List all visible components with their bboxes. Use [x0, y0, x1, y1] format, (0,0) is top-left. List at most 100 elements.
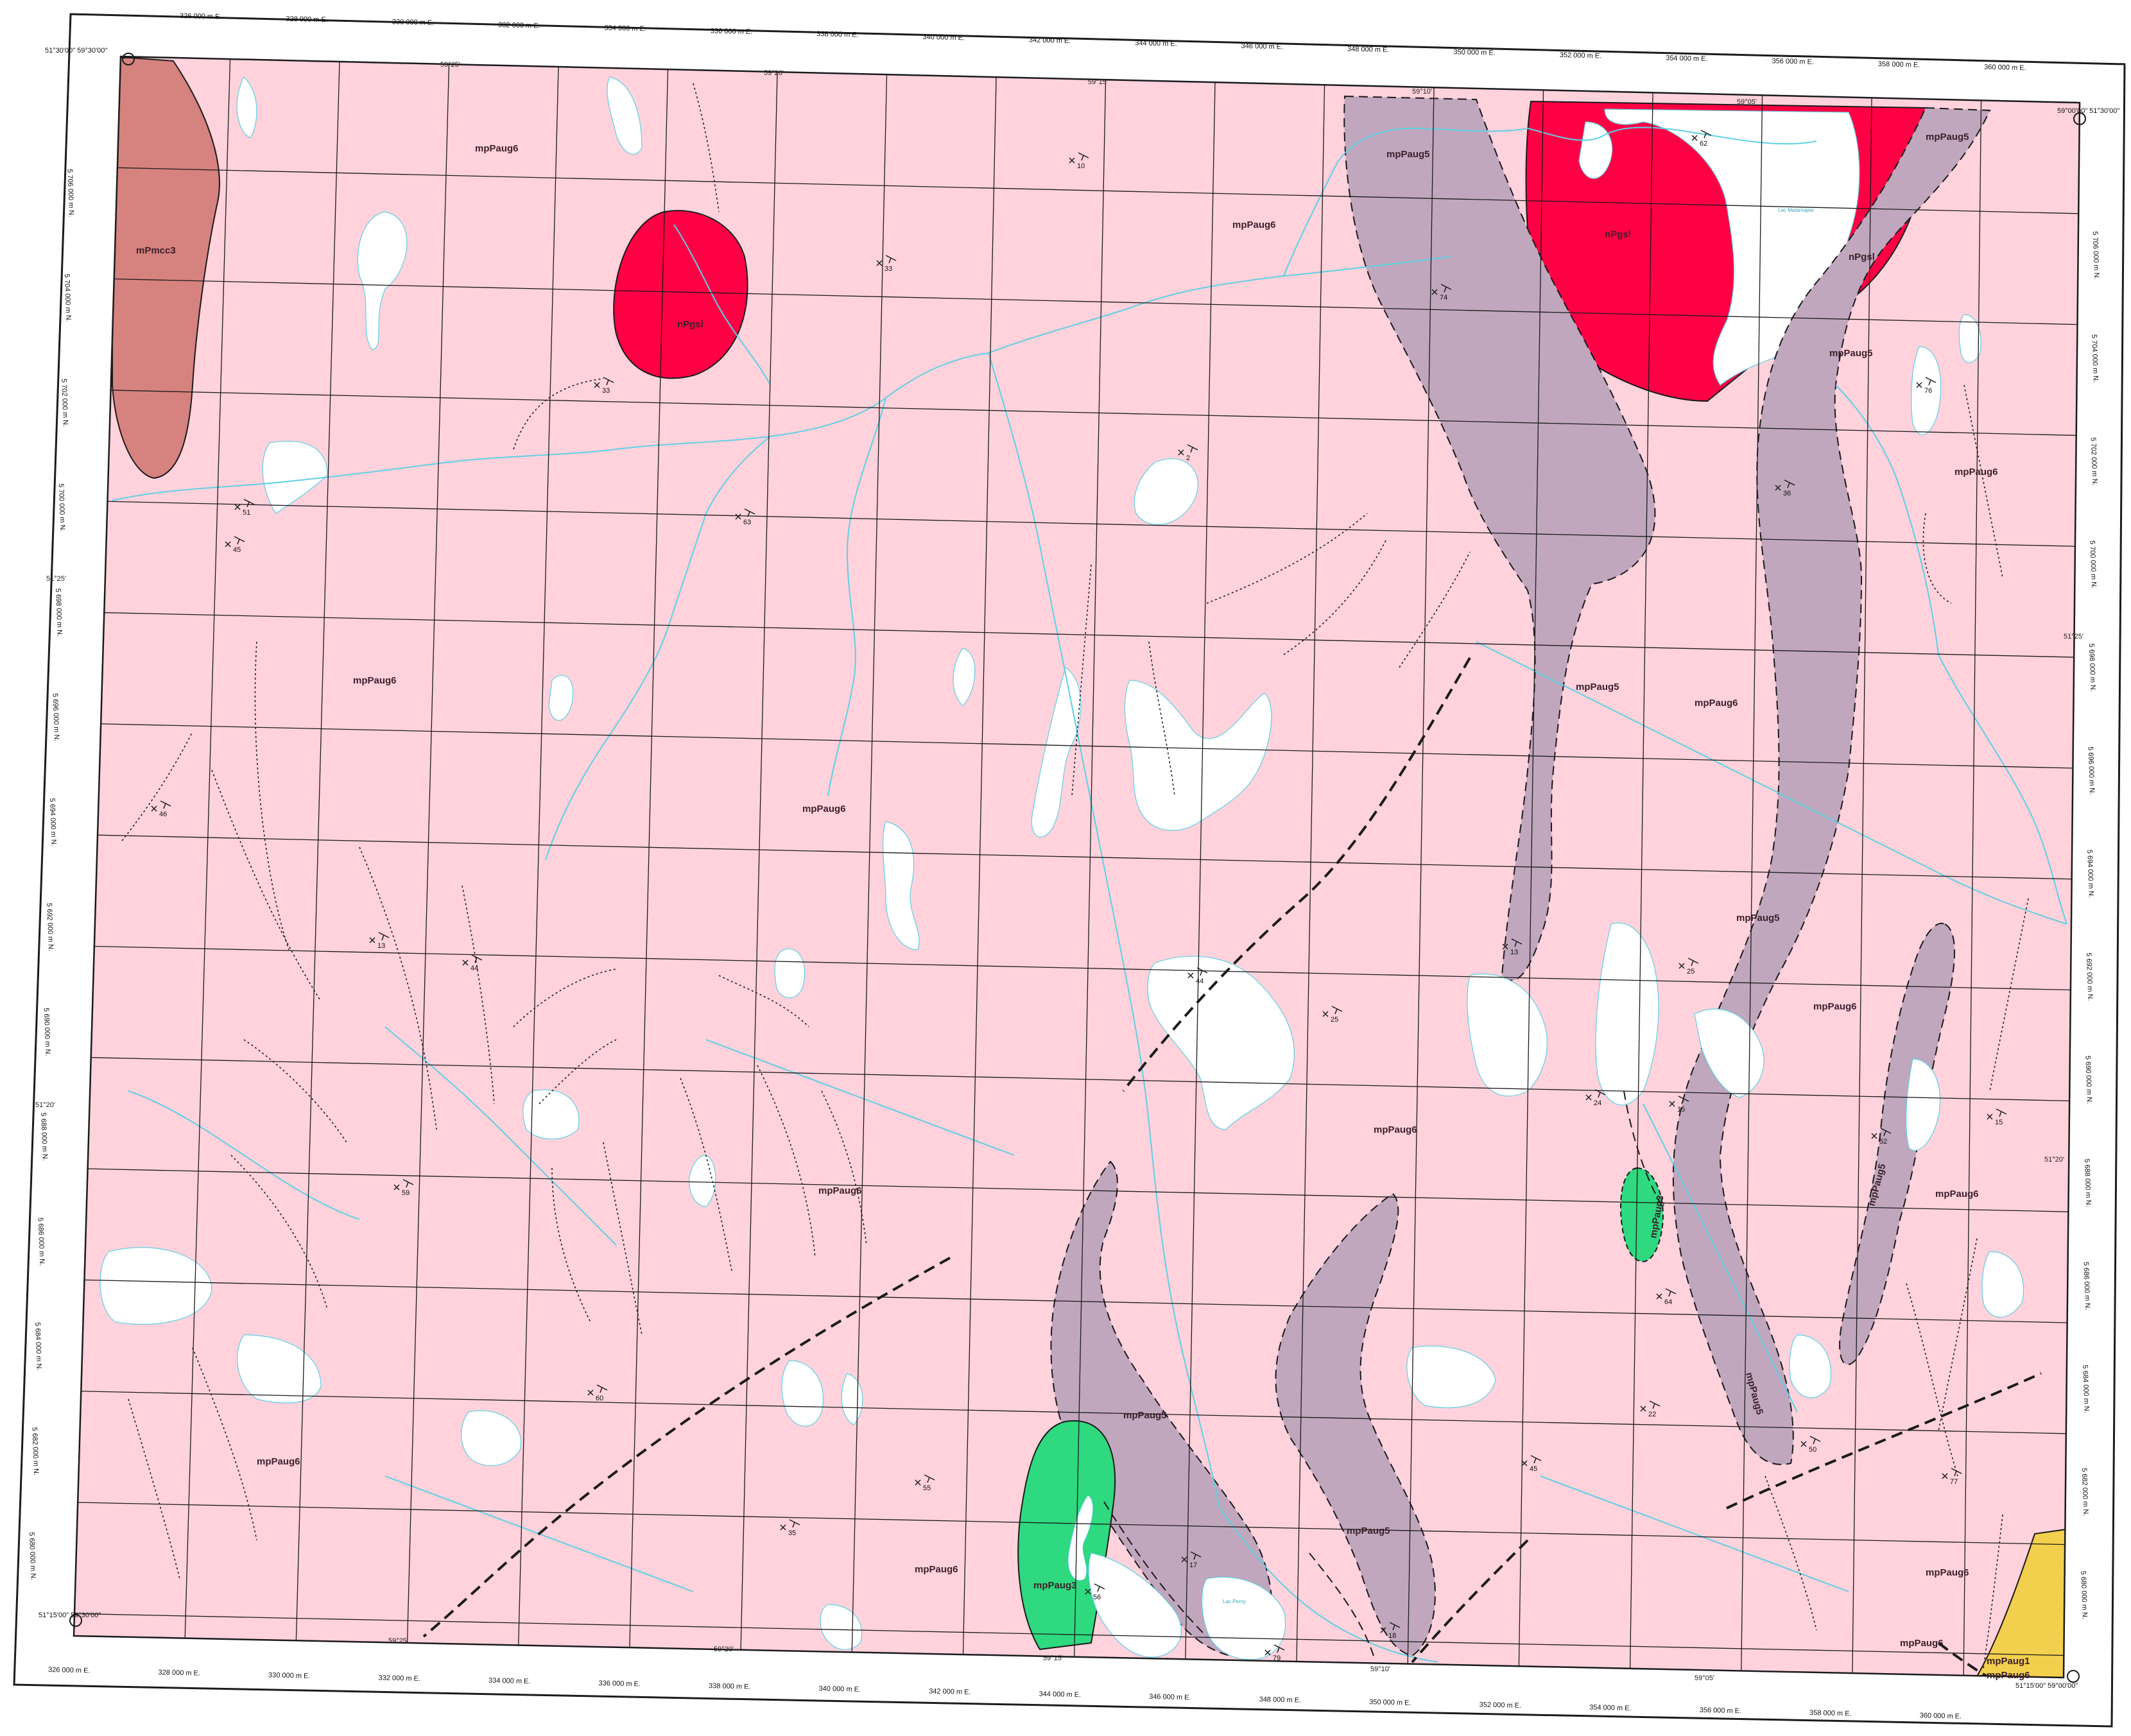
dip-symbol: 13: [1502, 938, 1523, 956]
strike-dip-icon: [885, 255, 897, 264]
dip-symbol: 62: [1691, 130, 1712, 148]
strike-dip-icon: [1880, 1128, 1892, 1137]
dip-cross-icon: [1264, 1649, 1271, 1656]
northing-tick-label: 5 706 000 m N.: [2091, 231, 2101, 280]
lon-label-top-3: 59°15': [1088, 78, 1108, 86]
dip-symbol: 18: [1380, 1622, 1401, 1640]
strike-dip-icon: [1078, 152, 1089, 161]
strike-dip-icon: [1273, 1644, 1285, 1653]
strike-dip-icon: [924, 1474, 935, 1483]
easting-tick-label: 328 000 m E.: [158, 1669, 200, 1677]
lat-label-left-2: 51°20': [35, 1101, 55, 1109]
strike-dip-icon: [1809, 1436, 1821, 1445]
grid-line-northing: [78, 1502, 2066, 1545]
grid-line-northing: [94, 945, 2071, 991]
dip-symbol: 13: [369, 932, 390, 950]
easting-tick-label: 358 000 m E.: [1878, 60, 1920, 69]
northing-tick-label: 5 684 000 m N.: [33, 1322, 43, 1371]
northing-tick-label: 5 702 000 m N.: [2089, 437, 2099, 486]
dip-value: 64: [1664, 1298, 1672, 1306]
dip-value: 33: [602, 387, 610, 395]
strike-dip-icon: [1196, 967, 1208, 976]
easting-tick-label: 360 000 m E.: [1984, 64, 2026, 72]
grid-line-northing: [101, 723, 2073, 769]
dip-cross-icon: [1431, 289, 1438, 295]
unit-label: mpPaug6: [1954, 467, 1998, 477]
easting-tick-label: 340 000 m E.: [922, 33, 965, 42]
unit-label: mpPaug3: [1033, 1580, 1077, 1591]
grid-line-northing: [81, 1391, 2066, 1434]
dip-cross-icon: [1502, 943, 1508, 950]
unit-label: mpPaug6: [1374, 1124, 1417, 1135]
outer-frame: [13, 13, 2126, 1728]
northing-tick-label: 5 690 000 m N.: [42, 1008, 52, 1056]
rivers: [112, 126, 2067, 1663]
easting-tick-label: 326 000 m E.: [48, 1666, 91, 1674]
strike-dip-icon: [402, 1179, 414, 1188]
dip-value: 59: [402, 1189, 410, 1197]
lakes: [99, 76, 2024, 1660]
dip-symbol: 52: [1871, 1128, 1892, 1146]
grid-line-easting: [1074, 80, 1107, 1657]
dip-value: 25: [1687, 968, 1695, 975]
dip-cross-icon: [1691, 135, 1698, 141]
unit-label: mpPaug6: [1695, 698, 1738, 709]
unit-label: mpPaug6: [1987, 1670, 2030, 1681]
form-lines: [121, 83, 2029, 1669]
dip-value: 76: [1924, 387, 1932, 395]
easting-tick-label: 342 000 m E.: [929, 1688, 971, 1696]
easting-tick-label: 344 000 m E.: [1135, 39, 1177, 47]
northing-tick-label: 5 700 000 m N.: [2088, 540, 2098, 589]
map-frame: [73, 55, 2081, 1679]
dip-cross-icon: [1178, 449, 1184, 456]
strike-dip-icon: [603, 377, 614, 386]
strike-dip-icon: [744, 508, 755, 517]
strike-dip-icon: [1511, 938, 1523, 947]
lat-label-right-2: 51°20': [2044, 1156, 2064, 1164]
utm-grid: [74, 59, 2079, 1676]
dip-cross-icon: [369, 937, 375, 943]
northing-tick-label: 5 692 000 m N.: [45, 903, 55, 952]
northing-tick-label: 5 698 000 m N.: [2087, 644, 2097, 692]
corner-label-nw: 51°30'00" 59°30'00": [45, 47, 107, 55]
dip-value: 13: [377, 942, 385, 950]
strike-dip-icon: [1190, 1551, 1202, 1560]
easting-labels-bottom: 326 000 m E. 328 000 m E. 330 000 m E. 332 …: [48, 1666, 1962, 1721]
northing-tick-label: 5 696 000 m N.: [51, 693, 61, 742]
easting-tick-label: 346 000 m E.: [1241, 42, 1284, 51]
dip-value: 50: [1809, 1446, 1816, 1454]
unit-labels: mpPaug6 mPmcc3 nPgsl mpPaug6 mpPaug5 mpP…: [136, 132, 2030, 1681]
grid-line-northing: [74, 1613, 2064, 1656]
easting-tick-label: 332 000 m E.: [378, 1674, 420, 1683]
dip-cross-icon: [1640, 1405, 1646, 1412]
grid-line-easting: [1518, 90, 1544, 1667]
lon-label-top-4: 59°10': [1412, 88, 1432, 96]
dip-value: 60: [596, 1395, 603, 1402]
northing-labels-left: 5 706 000 m N. 5 704 000 m N. 5 702 000 m …: [28, 169, 75, 1581]
dip-value: 15: [1677, 1106, 1685, 1113]
grid-line-easting: [1741, 95, 1763, 1671]
dip-symbol: 2: [1178, 444, 1198, 462]
grid-line-easting: [295, 62, 340, 1641]
easting-tick-label: 326 000 m E.: [180, 12, 222, 21]
northing-tick-label: 5 704 000 m N.: [63, 273, 73, 322]
northing-tick-label: 5 682 000 m N.: [30, 1427, 40, 1476]
unit-mpaug3-east-area: [1619, 1167, 1664, 1262]
dip-symbol: 35: [780, 1519, 800, 1537]
unit-mpaug5-band-east-narrow: [1839, 922, 1955, 1366]
easting-tick-label: 354 000 m E.: [1589, 1704, 1632, 1712]
easting-tick-label: 344 000 m E.: [1039, 1690, 1082, 1699]
northing-tick-label: 5 698 000 m N.: [54, 589, 64, 637]
northing-tick-label: 5 696 000 m N.: [2087, 746, 2096, 795]
dip-symbol: 51: [234, 499, 255, 517]
strike-dip-icon: [1951, 1468, 1962, 1477]
dip-symbol: 25: [1678, 958, 1699, 975]
dip-value: 22: [1648, 1411, 1656, 1418]
easting-tick-label: 336 000 m E.: [711, 27, 753, 35]
lon-label-bottom-2: 59°20': [714, 1646, 734, 1653]
northing-tick-label: 5 686 000 m N.: [37, 1217, 46, 1266]
unit-label: nPgsl: [1849, 252, 1875, 262]
grid-line-easting: [1629, 92, 1653, 1669]
dip-cross-icon: [1656, 1293, 1662, 1300]
strike-dip-icon: [160, 800, 171, 809]
